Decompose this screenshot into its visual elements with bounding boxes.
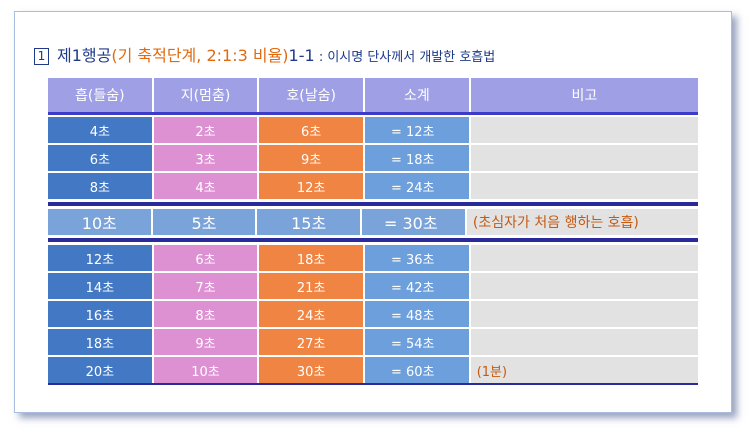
table-row: 8초 4초 12초 = 24초: [48, 173, 698, 199]
cell-exhale: 18초: [259, 245, 363, 271]
section-divider: [48, 238, 698, 242]
cell-note: [470, 145, 698, 171]
cell-hold: 2초: [153, 117, 258, 143]
header-hold: 지(멈춤): [153, 78, 258, 112]
cell-inhale: 16초: [48, 301, 152, 327]
table-bottom-border: [48, 383, 698, 385]
cell-hold: 6초: [153, 245, 258, 271]
cell-inhale: 12초: [48, 245, 152, 271]
cell-note: [470, 245, 698, 271]
cell-hold: 8초: [153, 301, 258, 327]
cell-note: [470, 173, 698, 199]
cell-exhale: 9초: [259, 145, 363, 171]
cell-hold: 4초: [153, 173, 258, 199]
cell-inhale: 4초: [48, 117, 152, 143]
cell-total: = 48초: [364, 301, 469, 327]
cell-note: [470, 301, 698, 327]
title-paren: (기 축적단계, 2:1:3 비율): [111, 46, 289, 65]
cell-hold: 10초: [153, 357, 258, 383]
cell-total: = 24초: [364, 173, 469, 199]
cell-note: [470, 273, 698, 299]
section-number: 1: [34, 48, 49, 65]
cell-total: = 12초: [364, 117, 469, 143]
group-1: 4초 2초 6초 = 12초 6초 3초 9초 = 18초 8초 4초 12초 …: [48, 117, 698, 199]
cell-note: [470, 117, 698, 143]
table-row: 20초 10초 30초 = 60초 (1분): [48, 357, 698, 383]
cell-hold: 3초: [153, 145, 258, 171]
cell-total: = 42초: [364, 273, 469, 299]
table-row: 12초 6초 18초 = 36초: [48, 245, 698, 271]
cell-inhale: 10초: [48, 209, 151, 235]
cell-hold: 5초: [152, 209, 256, 235]
cell-note: (1분): [470, 357, 698, 383]
title-main: 제1행공: [57, 46, 112, 65]
table-header-row: 흡(들숨) 지(멈춤) 호(날숨) 소계 비고: [48, 78, 698, 112]
table-row: 18초 9초 27초 = 54초: [48, 329, 698, 355]
cell-exhale: 24초: [259, 301, 363, 327]
header-total: 소계: [365, 78, 469, 112]
table-row: 14초 7초 21초 = 42초: [48, 273, 698, 299]
cell-inhale: 18초: [48, 329, 152, 355]
cell-exhale: 27초: [259, 329, 363, 355]
section-divider: [48, 202, 698, 206]
header-inhale: 흡(들숨): [48, 78, 152, 112]
breathing-table: 흡(들숨) 지(멈춤) 호(날숨) 소계 비고 4초 2초 6초 = 12초 6…: [48, 78, 698, 385]
cell-inhale: 8초: [48, 173, 152, 199]
cell-exhale: 21초: [259, 273, 363, 299]
cell-total: = 30초: [361, 209, 465, 235]
table-row: 6초 3초 9초 = 18초: [48, 145, 698, 171]
page-title: 1 제1행공(기 축적단계, 2:1:3 비율)1-1 : 이시명 단사께서 개발…: [34, 42, 495, 66]
cell-exhale: 15초: [257, 209, 360, 235]
table-row: 16초 8초 24초 = 48초: [48, 301, 698, 327]
cell-inhale: 6초: [48, 145, 152, 171]
cell-exhale: 30초: [259, 357, 363, 383]
cell-total: = 60초: [364, 357, 469, 383]
cell-exhale: 6초: [259, 117, 363, 143]
cell-total: = 54초: [364, 329, 469, 355]
header-note: 비고: [470, 78, 698, 112]
cell-total: = 36초: [364, 245, 469, 271]
cell-note: [470, 329, 698, 355]
group-2: 12초 6초 18초 = 36초 14초 7초 21초 = 42초 16초 8초…: [48, 245, 698, 383]
table-row: 4초 2초 6초 = 12초: [48, 117, 698, 143]
header-divider: [48, 112, 698, 115]
cell-note: (초심자가 처음 행하는 호흡): [466, 209, 698, 235]
cell-inhale: 14초: [48, 273, 152, 299]
title-subtitle: : 이시명 단사께서 개발한 호흡법: [314, 50, 496, 65]
cell-exhale: 12초: [259, 173, 363, 199]
cell-total: = 18초: [364, 145, 469, 171]
cell-hold: 7초: [153, 273, 258, 299]
title-code: 1-1: [288, 46, 315, 65]
cell-hold: 9초: [153, 329, 258, 355]
header-exhale: 호(날숨): [259, 78, 364, 112]
special-row: 10초 5초 15초 = 30초 (초심자가 처음 행하는 호흡): [48, 209, 698, 235]
cell-inhale: 20초: [48, 357, 152, 383]
